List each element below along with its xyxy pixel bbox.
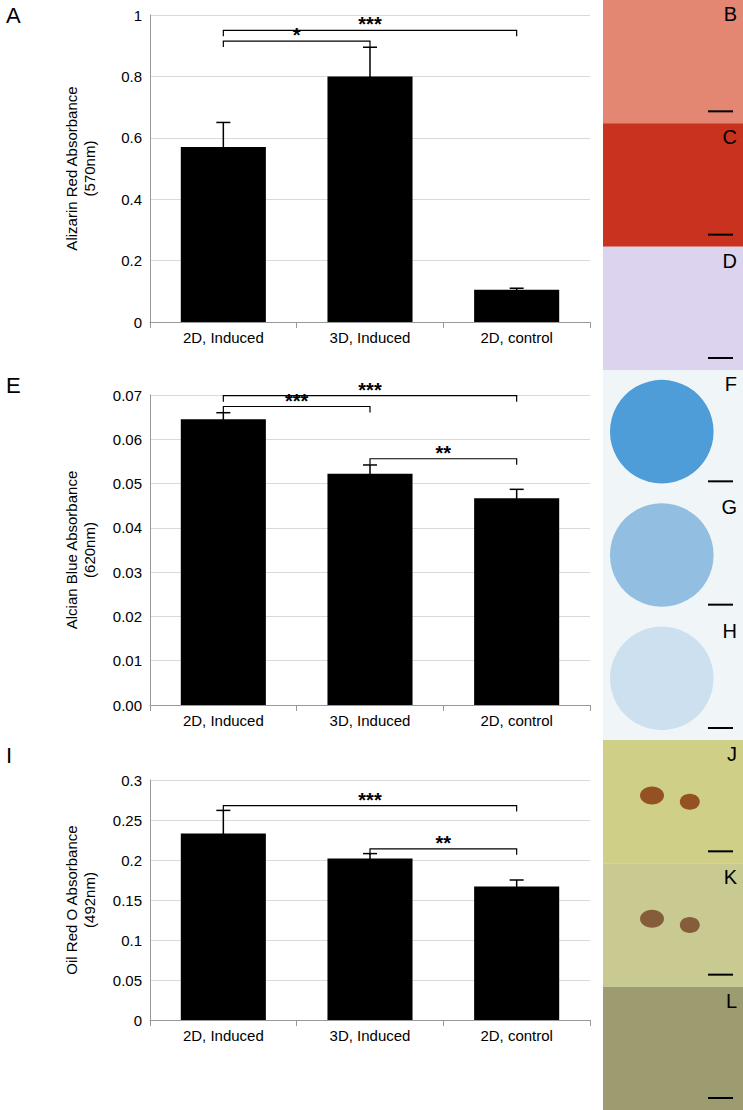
svg-text:D: D [723,250,737,272]
svg-text:C: C [723,126,737,148]
svg-text:E: E [6,373,21,398]
svg-text:2D, control: 2D, control [480,329,553,346]
svg-text:L: L [726,990,737,1012]
svg-text:G: G [721,496,737,518]
svg-text:0.04: 0.04 [113,519,142,536]
svg-text:J: J [727,743,737,765]
svg-text:0.07: 0.07 [113,387,142,404]
svg-text:0.05: 0.05 [113,972,142,989]
svg-text:1: 1 [134,7,142,24]
svg-text:K: K [724,866,738,888]
svg-text:0.1: 0.1 [121,932,142,949]
svg-text:0.6: 0.6 [121,129,142,146]
svg-text:***: *** [358,379,382,401]
svg-text:0.05: 0.05 [113,475,142,492]
svg-text:3D, Induced: 3D, Induced [330,1027,411,1044]
svg-text:0.3: 0.3 [121,772,142,789]
svg-text:B: B [724,3,737,25]
svg-text:A: A [6,3,21,28]
svg-text:2D, control: 2D, control [480,712,553,729]
svg-text:0.15: 0.15 [113,892,142,909]
svg-text:**: ** [436,832,452,854]
svg-text:*: * [293,24,301,46]
svg-text:Alizarin Red Absorbance: Alizarin Red Absorbance [63,86,80,250]
svg-text:0.01: 0.01 [113,652,142,669]
svg-text:H: H [723,620,737,642]
svg-text:(570nm): (570nm) [81,141,98,197]
svg-text:I: I [6,743,12,768]
svg-text:0.4: 0.4 [121,191,142,208]
svg-text:0.00: 0.00 [113,697,142,714]
svg-text:0.2: 0.2 [121,852,142,869]
svg-text:Oil Red O Absorbance: Oil Red O Absorbance [63,825,80,974]
svg-text:0.25: 0.25 [113,812,142,829]
svg-text:3D, Induced: 3D, Induced [330,329,411,346]
svg-text:***: *** [285,390,309,412]
svg-text:2D, control: 2D, control [480,1027,553,1044]
svg-text:0.8: 0.8 [121,68,142,85]
svg-text:F: F [725,373,737,395]
svg-text:0.03: 0.03 [113,564,142,581]
svg-text:0.2: 0.2 [121,252,142,269]
svg-text:0: 0 [134,1012,142,1029]
svg-text:0.02: 0.02 [113,608,142,625]
svg-text:**: ** [436,442,452,464]
svg-text:***: *** [358,789,382,811]
svg-text:(492nm): (492nm) [81,872,98,928]
svg-text:3D, Induced: 3D, Induced [330,712,411,729]
svg-text:2D, Induced: 2D, Induced [183,1027,264,1044]
svg-text:Alcian Blue Absorbance: Alcian Blue Absorbance [63,471,80,629]
svg-text:***: *** [358,13,382,35]
svg-text:0.06: 0.06 [113,431,142,448]
svg-text:2D, Induced: 2D, Induced [183,329,264,346]
svg-text:2D, Induced: 2D, Induced [183,712,264,729]
svg-text:(620nm): (620nm) [81,522,98,578]
svg-text:0: 0 [134,314,142,331]
